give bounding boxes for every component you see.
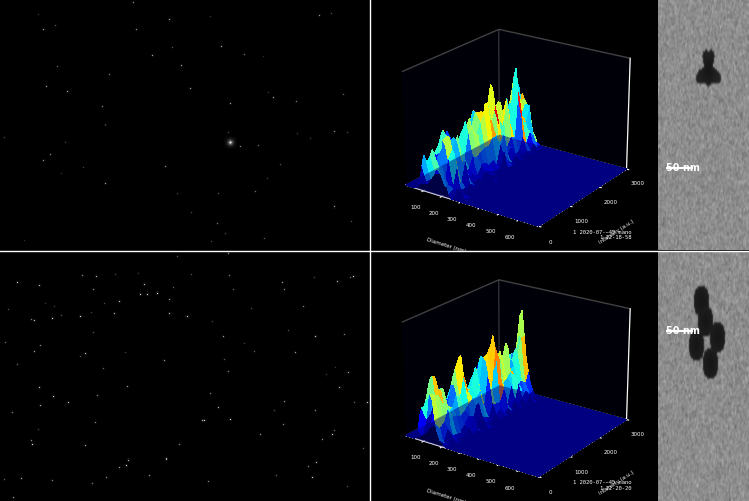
X-axis label: Diameter (nm): Diameter (nm) (426, 237, 467, 254)
Text: 1 2020-07-~45 nano
1-12-20-20: 1 2020-07-~45 nano 1-12-20-20 (574, 480, 632, 491)
Y-axis label: Intensity (a.u.): Intensity (a.u.) (598, 219, 635, 245)
Text: 50 nm: 50 nm (666, 163, 700, 173)
Text: 50 nm: 50 nm (666, 326, 700, 336)
Text: 1 2020-07-~45 nano
1-12-18-58: 1 2020-07-~45 nano 1-12-18-58 (574, 229, 632, 240)
Y-axis label: Intensity (a.u.): Intensity (a.u.) (598, 469, 635, 495)
X-axis label: Diameter (nm): Diameter (nm) (426, 488, 467, 501)
